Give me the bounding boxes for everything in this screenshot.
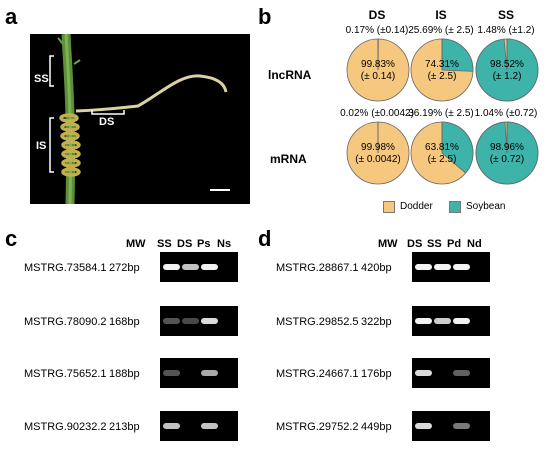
gel-band bbox=[453, 370, 470, 376]
pie-center-label: 98.52% bbox=[490, 59, 524, 70]
gel-band bbox=[434, 264, 451, 270]
pie-chart bbox=[346, 38, 410, 102]
pie-chart bbox=[475, 38, 539, 102]
lane-header-ns: Ns bbox=[217, 238, 232, 250]
pie-center-label: (± 0.0042) bbox=[355, 154, 401, 165]
gene-name-label: MSTRG.28867.1 bbox=[276, 262, 359, 274]
gel-c-mw-header: MW bbox=[126, 238, 146, 250]
gel-band bbox=[415, 423, 432, 429]
gel-band bbox=[201, 423, 218, 429]
pie-center-label: 99.98% bbox=[361, 142, 395, 153]
gel-band bbox=[453, 264, 470, 270]
gene-name-label: MSTRG.29852.5 bbox=[276, 316, 359, 328]
pie-center-label: (± 2.5) bbox=[427, 154, 457, 165]
gel-band bbox=[182, 264, 199, 270]
pie-center-label: 63.81% bbox=[425, 142, 459, 153]
pie-center-label: (± 0.72) bbox=[489, 154, 525, 165]
pie-top-label: 1.04% (±0.72) bbox=[474, 108, 538, 119]
gel-image bbox=[160, 252, 238, 282]
panel-a-letter: a bbox=[5, 4, 18, 29]
gel-image bbox=[160, 358, 238, 388]
column-header-ds: DS bbox=[368, 8, 386, 22]
pie-top-label: 36.19% (± 2.5) bbox=[408, 108, 474, 119]
pie-top-label: 1.48% (±1.2) bbox=[477, 25, 535, 36]
lane-header-ds: DS bbox=[177, 238, 193, 250]
lane-header-pd: Pd bbox=[447, 238, 462, 250]
pie-top-label: 25.69% (± 2.5) bbox=[408, 25, 474, 36]
pie-center-label: 74.31% bbox=[425, 59, 459, 70]
pie-center-label: (± 0.14) bbox=[360, 71, 396, 82]
pie-chart bbox=[475, 121, 539, 185]
row-label-mrna: mRNA bbox=[270, 152, 307, 166]
legend-label-dodder: Dodder bbox=[400, 201, 433, 212]
legend-swatch-soybean bbox=[449, 201, 461, 213]
gel-band bbox=[163, 423, 180, 429]
panel-b-letter: b bbox=[258, 4, 272, 29]
amplicon-size-label: 420bp bbox=[361, 262, 392, 274]
gene-name-label: MSTRG.78090.2 bbox=[24, 316, 107, 328]
lane-header-ss: SS bbox=[427, 238, 442, 250]
gel-image bbox=[412, 411, 490, 441]
gel-band bbox=[163, 318, 180, 324]
gel-band bbox=[163, 264, 180, 270]
dodder-soybean-photo bbox=[30, 34, 250, 204]
amplicon-size-label: 213bp bbox=[109, 421, 140, 433]
gel-band bbox=[201, 370, 218, 376]
amplicon-size-label: 449bp bbox=[361, 421, 392, 433]
legend-swatch-dodder bbox=[383, 201, 395, 213]
gel-image bbox=[160, 306, 238, 336]
gene-name-label: MSTRG.90232.2 bbox=[24, 421, 107, 433]
row-label-lncrna: lncRNA bbox=[268, 68, 312, 82]
pie-top-label: 0.17% (±0.14) bbox=[345, 25, 409, 36]
gel-band bbox=[415, 370, 432, 376]
lane-header-ds: DS bbox=[407, 238, 423, 250]
gene-name-label: MSTRG.75652.1 bbox=[24, 368, 107, 380]
amplicon-size-label: 176bp bbox=[361, 368, 392, 380]
pie-chart bbox=[346, 121, 410, 185]
pie-chart bbox=[410, 121, 474, 185]
gel-band bbox=[415, 264, 432, 270]
gene-name-label: MSTRG.73584.1 bbox=[24, 262, 107, 274]
pie-center-label: 99.83% bbox=[361, 59, 395, 70]
lane-header-ps: Ps bbox=[197, 238, 211, 250]
gel-image bbox=[412, 252, 490, 282]
gene-name-label: MSTRG.29752.2 bbox=[276, 421, 359, 433]
amplicon-size-label: 322bp bbox=[361, 316, 392, 328]
pie-top-label: 0.02% (±0.0042) bbox=[340, 108, 414, 119]
gel-image bbox=[160, 411, 238, 441]
gel-image bbox=[412, 306, 490, 336]
pie-center-label: 98.96% bbox=[490, 142, 524, 153]
gel-image bbox=[412, 358, 490, 388]
legend-label-soybean: Soybean bbox=[466, 201, 506, 212]
panel-c-letter: c bbox=[5, 226, 18, 251]
gel-band bbox=[434, 318, 451, 324]
panel-d-letter: d bbox=[258, 226, 272, 251]
gene-name-label: MSTRG.24667.1 bbox=[276, 368, 359, 380]
pie-center-label: (± 2.5) bbox=[427, 71, 457, 82]
label-is: IS bbox=[36, 140, 47, 152]
gel-band bbox=[415, 318, 432, 324]
gel-band bbox=[201, 318, 218, 324]
gel-d-mw-header: MW bbox=[378, 238, 398, 250]
amplicon-size-label: 188bp bbox=[109, 368, 140, 380]
pie-slice-soybean bbox=[441, 121, 474, 174]
column-header-ss: SS bbox=[497, 8, 514, 22]
amplicon-size-label: 168bp bbox=[109, 316, 140, 328]
lane-header-ss: SS bbox=[157, 238, 172, 250]
gel-band bbox=[453, 318, 470, 324]
pie-center-label: (± 1.2) bbox=[492, 71, 522, 82]
pie-slice-soybean bbox=[441, 38, 474, 72]
gel-band bbox=[182, 318, 199, 324]
column-header-is: IS bbox=[435, 8, 447, 22]
gel-band bbox=[201, 264, 218, 270]
gel-band bbox=[163, 370, 180, 376]
gel-band bbox=[453, 423, 470, 429]
label-ss: SS bbox=[34, 73, 49, 85]
lane-header-nd: Nd bbox=[467, 238, 482, 250]
pie-chart bbox=[410, 38, 474, 102]
label-ds: DS bbox=[99, 116, 115, 128]
amplicon-size-label: 272bp bbox=[109, 262, 140, 274]
